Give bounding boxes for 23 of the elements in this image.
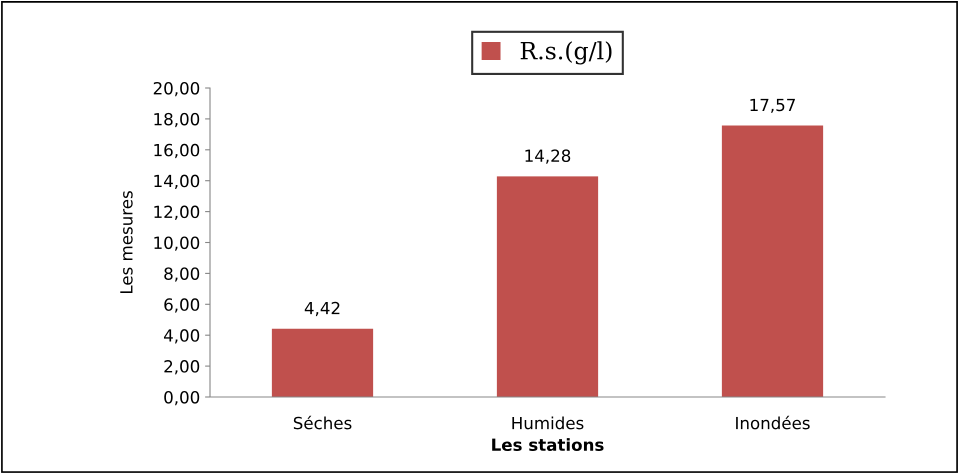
y-tick-label: 18,00 — [154, 112, 200, 128]
x-tick-label: Séches — [294, 416, 352, 430]
x-axis-title: Les stations — [492, 438, 604, 452]
bar — [496, 176, 598, 397]
y-tick-label: 14,00 — [154, 174, 200, 189]
y-tick-label: 6,00 — [164, 298, 200, 313]
y-tick-label: 4,00 — [164, 329, 200, 344]
y-tick-label: 0,00 — [164, 390, 200, 406]
y-tick-label: 12,00 — [154, 206, 200, 220]
x-tick-label: Humides — [512, 416, 584, 430]
y-tick-label: 20,00 — [154, 82, 200, 96]
x-tick-label: Inondées — [736, 416, 810, 430]
y-tick-label: 8,00 — [164, 267, 200, 282]
data-label: 17,57 — [750, 98, 795, 113]
y-tick-label: 2,00 — [164, 360, 200, 374]
y-axis-title: Les mesures — [120, 191, 133, 294]
bar — [272, 328, 374, 397]
data-label: 4,42 — [304, 302, 340, 316]
y-tick-label: 16,00 — [154, 144, 200, 158]
bar — [722, 126, 824, 397]
data-label: 14,28 — [525, 149, 570, 164]
y-tick-label: 10,00 — [154, 236, 200, 251]
legend-label: R.s.(g/l) — [520, 41, 612, 64]
